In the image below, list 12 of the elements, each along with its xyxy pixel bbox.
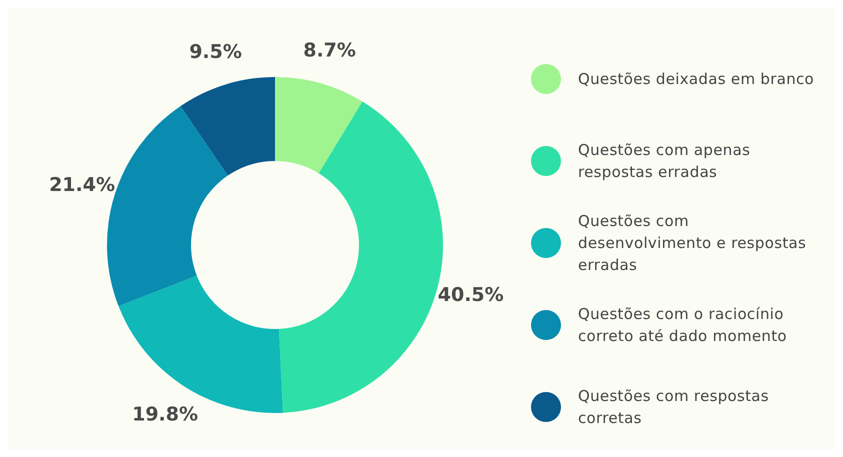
legend-label: Questões com apenas respostas erradas bbox=[578, 140, 752, 183]
legend-label: Questões com desenvolvimento e respostas erradas bbox=[578, 211, 808, 276]
legend-label: Questões deixadas em branco bbox=[578, 69, 816, 90]
legend-label: Questões com respostas corretas bbox=[578, 386, 770, 429]
data-label: 21.4% bbox=[49, 174, 115, 196]
data-label: 9.5% bbox=[189, 40, 242, 63]
donut-slice bbox=[180, 77, 275, 176]
data-label: 19.8% bbox=[132, 403, 198, 426]
data-label: 40.5% bbox=[438, 284, 504, 306]
donut-slice bbox=[275, 77, 362, 174]
data-label: 8.7% bbox=[303, 40, 356, 62]
legend-label: Questões com o raciocínio correto até dado momento bbox=[578, 304, 788, 347]
